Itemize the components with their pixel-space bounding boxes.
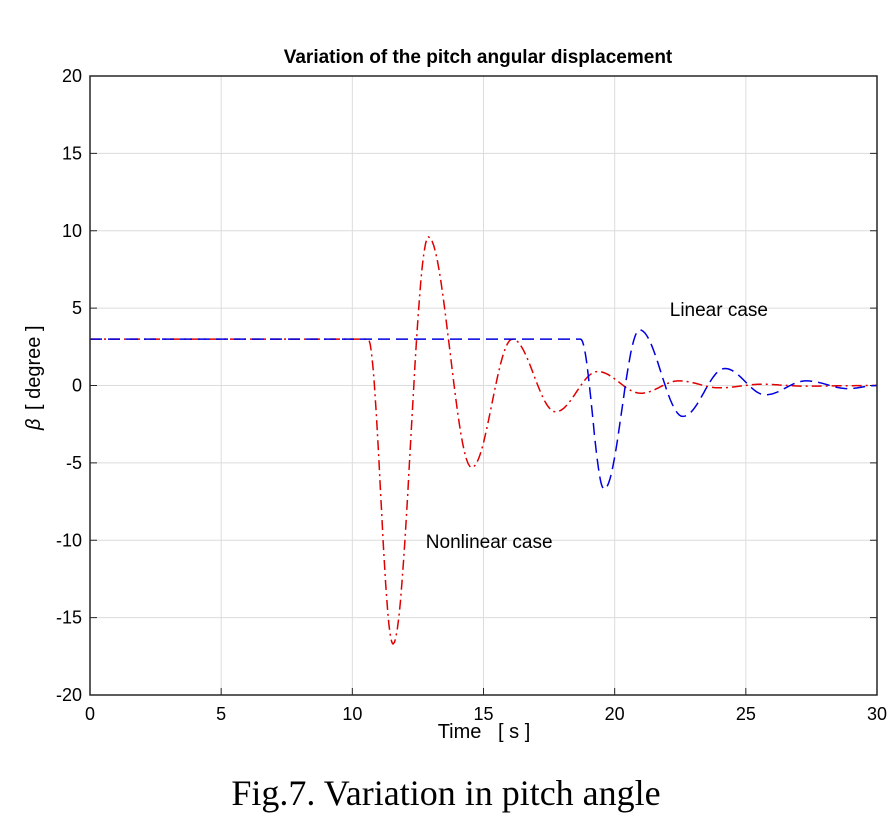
y-tick-label: -15 bbox=[56, 608, 82, 628]
y-tick-label: 5 bbox=[72, 298, 82, 318]
axes-frame bbox=[89, 75, 878, 696]
y-axis-unit: [ degree ] bbox=[23, 325, 45, 410]
x-tick-label: 30 bbox=[867, 704, 887, 724]
x-tick-label: 5 bbox=[216, 704, 226, 724]
chart-title: Variation of the pitch angular displacem… bbox=[284, 47, 673, 68]
series-lines bbox=[90, 235, 877, 646]
annotation-linear-case: Linear case bbox=[670, 300, 768, 321]
grid bbox=[89, 75, 878, 696]
annotation-nonlinear-case: Nonlinear case bbox=[426, 532, 553, 553]
x-tick-label: 25 bbox=[736, 704, 756, 724]
y-tick-label: -10 bbox=[56, 530, 82, 550]
x-tick-label: 20 bbox=[605, 704, 625, 724]
y-tick-label: 15 bbox=[62, 143, 82, 163]
x-tick-label: 0 bbox=[85, 704, 95, 724]
linear-case-line bbox=[90, 329, 877, 491]
y-axis-label: β [ degree ] bbox=[23, 325, 45, 431]
y-tick-label: 0 bbox=[72, 376, 82, 396]
tick-labels: 0 5 10 15 20 25 30 -20 -15 -10 -5 0 5 10 15 20 bbox=[56, 66, 887, 724]
x-tick-label: 15 bbox=[473, 704, 493, 724]
y-axis-symbol: β bbox=[23, 419, 45, 431]
x-tick-label: 10 bbox=[342, 704, 362, 724]
y-tick-label: -20 bbox=[56, 685, 82, 705]
y-tick-label: 20 bbox=[62, 66, 82, 86]
figure-caption: Fig.7. Variation in pitch angle bbox=[231, 773, 660, 813]
x-axis-label: Time [ s ] bbox=[438, 721, 531, 743]
nonlinear-case-line bbox=[90, 235, 877, 646]
y-tick-label: -5 bbox=[66, 453, 82, 473]
y-tick-label: 10 bbox=[62, 221, 82, 241]
